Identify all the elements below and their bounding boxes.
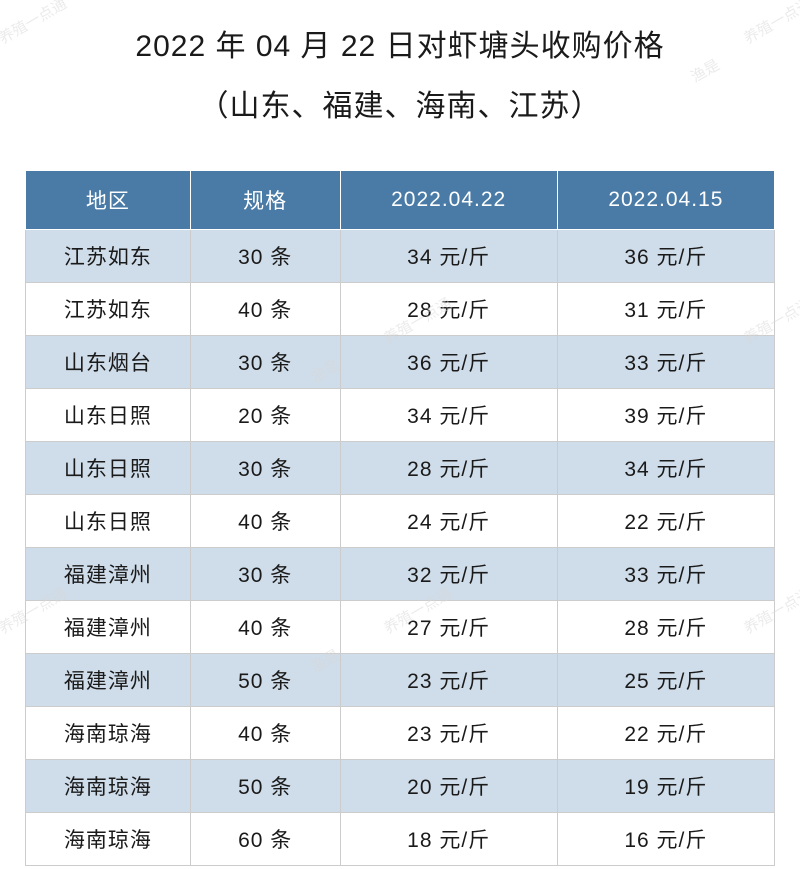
cell-price-current: 32 元/斤 xyxy=(340,548,557,601)
cell-price-current: 28 元/斤 xyxy=(340,283,557,336)
cell-region: 海南琼海 xyxy=(26,760,191,813)
cell-region: 江苏如东 xyxy=(26,230,191,283)
table-row: 山东烟台30 条36 元/斤33 元/斤 xyxy=(26,336,775,389)
cell-region: 山东烟台 xyxy=(26,336,191,389)
cell-spec: 40 条 xyxy=(190,283,340,336)
cell-price-prev: 36 元/斤 xyxy=(557,230,774,283)
header-region: 地区 xyxy=(26,171,191,230)
table-row: 山东日照40 条24 元/斤22 元/斤 xyxy=(26,495,775,548)
cell-price-prev: 34 元/斤 xyxy=(557,442,774,495)
cell-price-current: 23 元/斤 xyxy=(340,654,557,707)
cell-price-prev: 33 元/斤 xyxy=(557,336,774,389)
table-header-row: 地区 规格 2022.04.22 2022.04.15 xyxy=(26,171,775,230)
cell-price-current: 20 元/斤 xyxy=(340,760,557,813)
cell-spec: 40 条 xyxy=(190,707,340,760)
cell-price-current: 28 元/斤 xyxy=(340,442,557,495)
cell-region: 山东日照 xyxy=(26,389,191,442)
header-price-prev: 2022.04.15 xyxy=(557,171,774,230)
cell-spec: 20 条 xyxy=(190,389,340,442)
cell-price-prev: 33 元/斤 xyxy=(557,548,774,601)
cell-price-current: 34 元/斤 xyxy=(340,389,557,442)
cell-price-current: 23 元/斤 xyxy=(340,707,557,760)
header-spec: 规格 xyxy=(190,171,340,230)
title-line2: （山东、福建、海南、江苏） xyxy=(25,74,775,140)
table-row: 福建漳州30 条32 元/斤33 元/斤 xyxy=(26,548,775,601)
cell-price-prev: 16 元/斤 xyxy=(557,813,774,866)
cell-region: 福建漳州 xyxy=(26,654,191,707)
table-row: 海南琼海40 条23 元/斤22 元/斤 xyxy=(26,707,775,760)
cell-spec: 50 条 xyxy=(190,760,340,813)
cell-price-current: 34 元/斤 xyxy=(340,230,557,283)
cell-region: 山东日照 xyxy=(26,442,191,495)
cell-spec: 30 条 xyxy=(190,442,340,495)
cell-spec: 40 条 xyxy=(190,495,340,548)
cell-price-prev: 28 元/斤 xyxy=(557,601,774,654)
table-row: 江苏如东30 条34 元/斤36 元/斤 xyxy=(26,230,775,283)
title-line1: 2022 年 04 月 22 日对虾塘头收购价格 xyxy=(25,20,775,74)
table-row: 海南琼海50 条20 元/斤19 元/斤 xyxy=(26,760,775,813)
page-title-block: 2022 年 04 月 22 日对虾塘头收购价格 （山东、福建、海南、江苏） xyxy=(25,20,775,140)
cell-region: 海南琼海 xyxy=(26,813,191,866)
price-table: 地区 规格 2022.04.22 2022.04.15 江苏如东30 条34 元… xyxy=(25,170,775,866)
cell-price-current: 36 元/斤 xyxy=(340,336,557,389)
cell-region: 山东日照 xyxy=(26,495,191,548)
cell-spec: 40 条 xyxy=(190,601,340,654)
cell-spec: 30 条 xyxy=(190,230,340,283)
table-row: 福建漳州50 条23 元/斤25 元/斤 xyxy=(26,654,775,707)
cell-price-current: 27 元/斤 xyxy=(340,601,557,654)
table-row: 江苏如东40 条28 元/斤31 元/斤 xyxy=(26,283,775,336)
cell-price-prev: 22 元/斤 xyxy=(557,707,774,760)
cell-region: 福建漳州 xyxy=(26,601,191,654)
cell-spec: 50 条 xyxy=(190,654,340,707)
cell-spec: 60 条 xyxy=(190,813,340,866)
cell-region: 海南琼海 xyxy=(26,707,191,760)
cell-spec: 30 条 xyxy=(190,548,340,601)
table-row: 福建漳州40 条27 元/斤28 元/斤 xyxy=(26,601,775,654)
cell-price-prev: 39 元/斤 xyxy=(557,389,774,442)
cell-region: 江苏如东 xyxy=(26,283,191,336)
cell-price-current: 18 元/斤 xyxy=(340,813,557,866)
cell-region: 福建漳州 xyxy=(26,548,191,601)
cell-price-prev: 31 元/斤 xyxy=(557,283,774,336)
cell-price-prev: 25 元/斤 xyxy=(557,654,774,707)
cell-spec: 30 条 xyxy=(190,336,340,389)
cell-price-current: 24 元/斤 xyxy=(340,495,557,548)
cell-price-prev: 22 元/斤 xyxy=(557,495,774,548)
table-row: 山东日照30 条28 元/斤34 元/斤 xyxy=(26,442,775,495)
table-header: 地区 规格 2022.04.22 2022.04.15 xyxy=(26,171,775,230)
table-row: 海南琼海60 条18 元/斤16 元/斤 xyxy=(26,813,775,866)
header-price-current: 2022.04.22 xyxy=(340,171,557,230)
table-row: 山东日照20 条34 元/斤39 元/斤 xyxy=(26,389,775,442)
table-body: 江苏如东30 条34 元/斤36 元/斤江苏如东40 条28 元/斤31 元/斤… xyxy=(26,230,775,866)
cell-price-prev: 19 元/斤 xyxy=(557,760,774,813)
